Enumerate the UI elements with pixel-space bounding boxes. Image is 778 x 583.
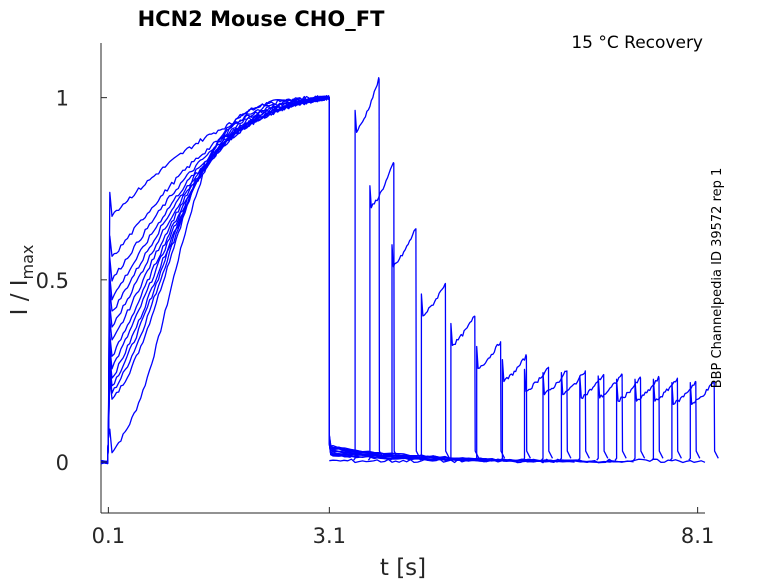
- y-axis-label-subscript: max: [18, 245, 37, 280]
- activation-trace: [100, 95, 617, 465]
- recovery-test-trace: [596, 373, 627, 461]
- x-axis-label: t [s]: [380, 555, 426, 581]
- activation-trace: [100, 95, 575, 464]
- recovery-test-trace: [540, 370, 572, 461]
- recovery-test-trace: [419, 282, 450, 461]
- x-tick-label: 3.1: [313, 524, 346, 548]
- plot-area: 0.1 3.1 8.1 00.51: [36, 43, 719, 548]
- recovery-test-trace: [559, 370, 590, 461]
- x-tick-label: 0.1: [92, 524, 125, 548]
- recovery-test-trace: [353, 77, 384, 461]
- recovery-test-trace: [474, 341, 506, 461]
- recovery-test-trace: [633, 375, 664, 461]
- activation-trace: [100, 95, 369, 464]
- recovery-test-trace: [367, 162, 399, 461]
- recovery-test-trace: [577, 373, 609, 461]
- condition-label: 15 °C Recovery: [571, 33, 703, 53]
- y-tick-label: 0.5: [36, 269, 69, 293]
- recovery-test-trace: [651, 377, 682, 461]
- x-tick-label: 8.1: [681, 524, 714, 548]
- recovery-test-trace: [522, 366, 554, 461]
- recovery-test-trace: [448, 315, 480, 461]
- x-axis-ticks: 0.1 3.1 8.1: [92, 507, 714, 548]
- activation-trace: [100, 95, 634, 464]
- activation-trace: [100, 95, 540, 463]
- chart-title: HCN2 Mouse CHO_FT: [138, 7, 385, 31]
- y-axis-label: I / Imax: [7, 245, 37, 316]
- activation-trace: [100, 95, 387, 463]
- recovery-test-trace: [500, 354, 531, 461]
- activation-trace: [100, 96, 593, 465]
- recovery-test-trace: [669, 380, 701, 461]
- y-tick-label: 1: [56, 87, 69, 111]
- channelpedia-id-label: BBP Channelpedia ID 39572 rep 1: [710, 168, 725, 389]
- recovery-test-trace: [688, 381, 719, 461]
- recovery-test-trace: [389, 228, 421, 461]
- activation-trace: [100, 95, 475, 465]
- current-traces: [100, 77, 719, 465]
- baseline-trace: [329, 458, 706, 464]
- recovery-test-trace: [614, 376, 646, 461]
- y-axis-ticks: 00.51: [36, 87, 107, 475]
- y-tick-label: 0: [56, 451, 69, 475]
- y-axis-label-main: I / I: [7, 279, 33, 315]
